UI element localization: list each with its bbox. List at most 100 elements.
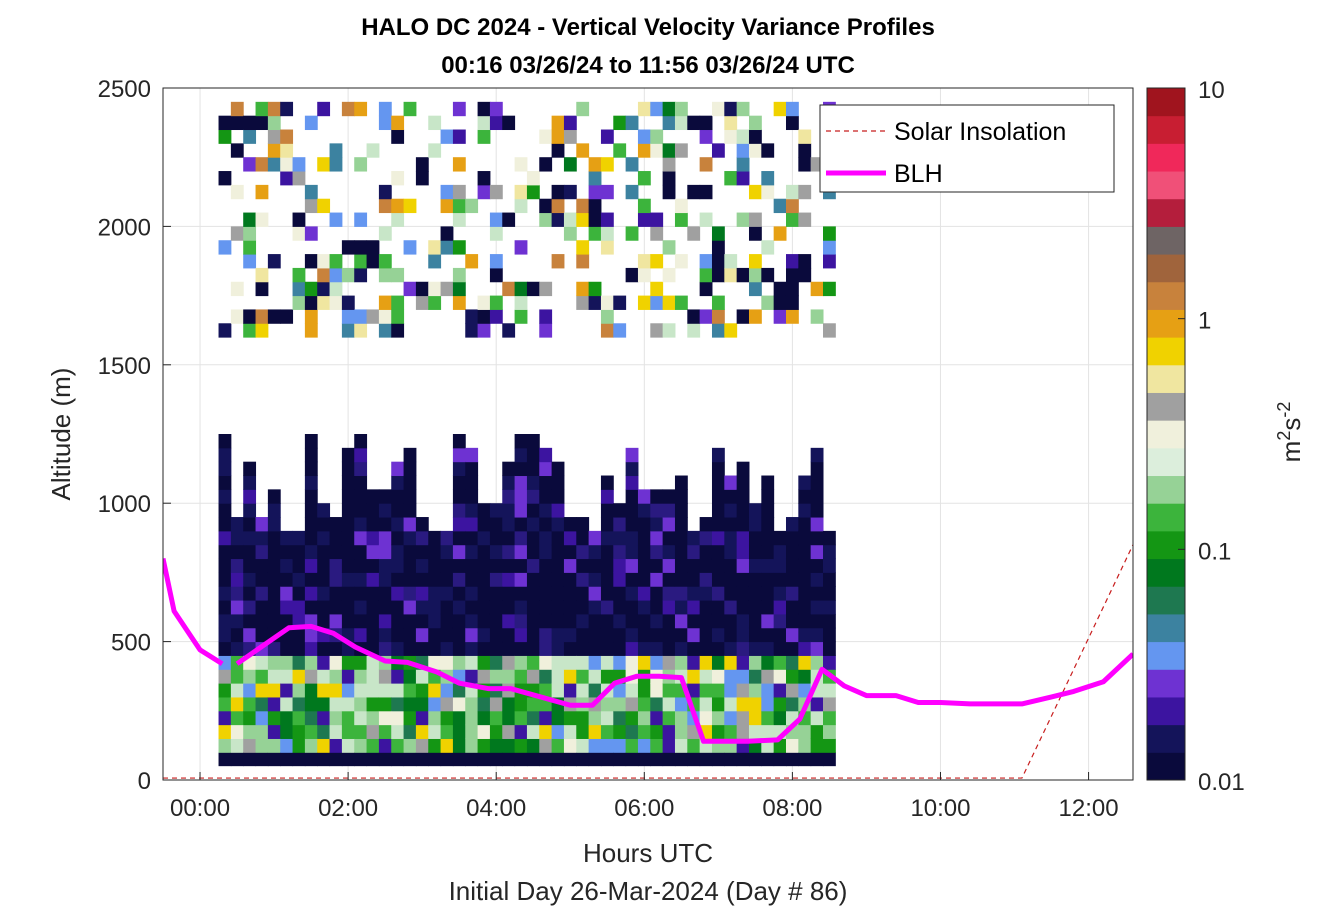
heatmap-cell [724,586,738,601]
heatmap-cell [551,184,565,200]
heatmap-cell [711,101,725,117]
heatmap-cell [810,627,824,643]
x-tick-label: 04:00 [466,795,526,822]
y-tick-label: 1500 [98,353,151,380]
heatmap-cell [662,157,676,172]
heatmap-cell [526,447,540,463]
heatmap-cell [785,696,799,712]
heatmap-cell [650,558,664,573]
heatmap-cell [674,696,688,712]
heatmap-cell [600,627,614,643]
heatmap-cell [514,309,528,324]
heatmap-cell [773,683,787,698]
heatmap-cell [514,710,528,726]
heatmap-cell [785,752,799,767]
heatmap-cell [526,184,540,200]
heatmap-cell [674,738,688,753]
heatmap-cell [502,517,516,532]
heatmap-cell [724,669,738,684]
heatmap-cell [428,544,442,560]
heatmap-cell [761,489,775,504]
heatmap-cell [317,710,331,726]
heatmap-cell [304,475,318,490]
heatmap-cell [526,530,540,546]
heatmap-cell [366,627,380,643]
heatmap-cell [563,724,577,739]
heatmap-cell [748,655,762,670]
heatmap-cell [366,724,380,739]
colorbar-swatch [1147,115,1185,144]
heatmap-cell [477,696,491,712]
heatmap-cell [465,738,479,753]
heatmap-cell [539,447,553,463]
heatmap-cell [354,489,368,504]
heatmap-cell [625,572,639,587]
heatmap-cell [588,544,602,560]
heatmap-cell [711,503,725,518]
heatmap-cell [354,586,368,601]
heatmap-cell [391,696,405,712]
heatmap-cell [440,600,454,615]
heatmap-cell [378,752,392,767]
heatmap-cell [699,696,713,712]
heatmap-cell [280,143,294,158]
heatmap-cell [563,558,577,573]
heatmap-cell [822,558,836,573]
heatmap-cell [576,254,590,269]
heatmap-cell [378,641,392,656]
heatmap-cell [810,724,824,739]
heatmap-cell [761,683,775,698]
heatmap-cell [465,323,479,338]
heatmap-cell [218,240,232,255]
heatmap-cell [354,157,368,172]
heatmap-cell [477,710,491,726]
heatmap-cell [415,613,429,629]
heatmap-cell [748,530,762,546]
heatmap-cell [736,101,750,117]
heatmap-cell [354,627,368,643]
heatmap-cell [317,724,331,739]
heatmap-cell [711,447,725,463]
colorbar-tick-label: 1 [1198,308,1211,335]
heatmap-cell [329,572,343,587]
heatmap-cell [304,641,318,656]
heatmap-cell [674,544,688,560]
heatmap-cell [576,544,590,560]
heatmap-cell [391,212,405,227]
heatmap-cell [465,572,479,587]
heatmap-cell [551,254,565,269]
heatmap-cell [526,475,540,490]
heatmap-cell [243,129,257,144]
plot-frame [162,87,1134,781]
heatmap-cell [255,157,269,172]
heatmap-cell [576,683,590,698]
heatmap-cell [748,309,762,324]
heatmap-cell [366,558,380,573]
heatmap-cell [798,724,812,739]
heatmap-cell [600,184,614,200]
heatmap-cell [440,129,454,144]
heatmap-cell [489,267,503,283]
heatmap-cell [576,627,590,643]
heatmap-cell [292,655,306,670]
heatmap-cell [810,655,824,670]
heatmap-cell [773,544,787,560]
heatmap-cell [489,544,503,560]
heatmap-cell [230,600,244,615]
heatmap-cell [748,669,762,684]
y-axis-label: Altitude (m) [46,368,76,501]
heatmap-cell [748,517,762,532]
heatmap-cell [810,641,824,656]
heatmap-cell [243,517,257,532]
colorbar-swatch [1147,171,1185,200]
heatmap-cell [403,627,417,643]
heatmap-cell [502,323,516,338]
heatmap-cell [304,683,318,698]
heatmap-cell [662,586,676,601]
colorbar-tick-label: 10 [1198,77,1225,104]
heatmap-cell [354,752,368,767]
heatmap-cell [736,129,750,144]
heatmap-cell [761,586,775,601]
heatmap-cell [403,517,417,532]
heatmap-cell [539,129,553,144]
